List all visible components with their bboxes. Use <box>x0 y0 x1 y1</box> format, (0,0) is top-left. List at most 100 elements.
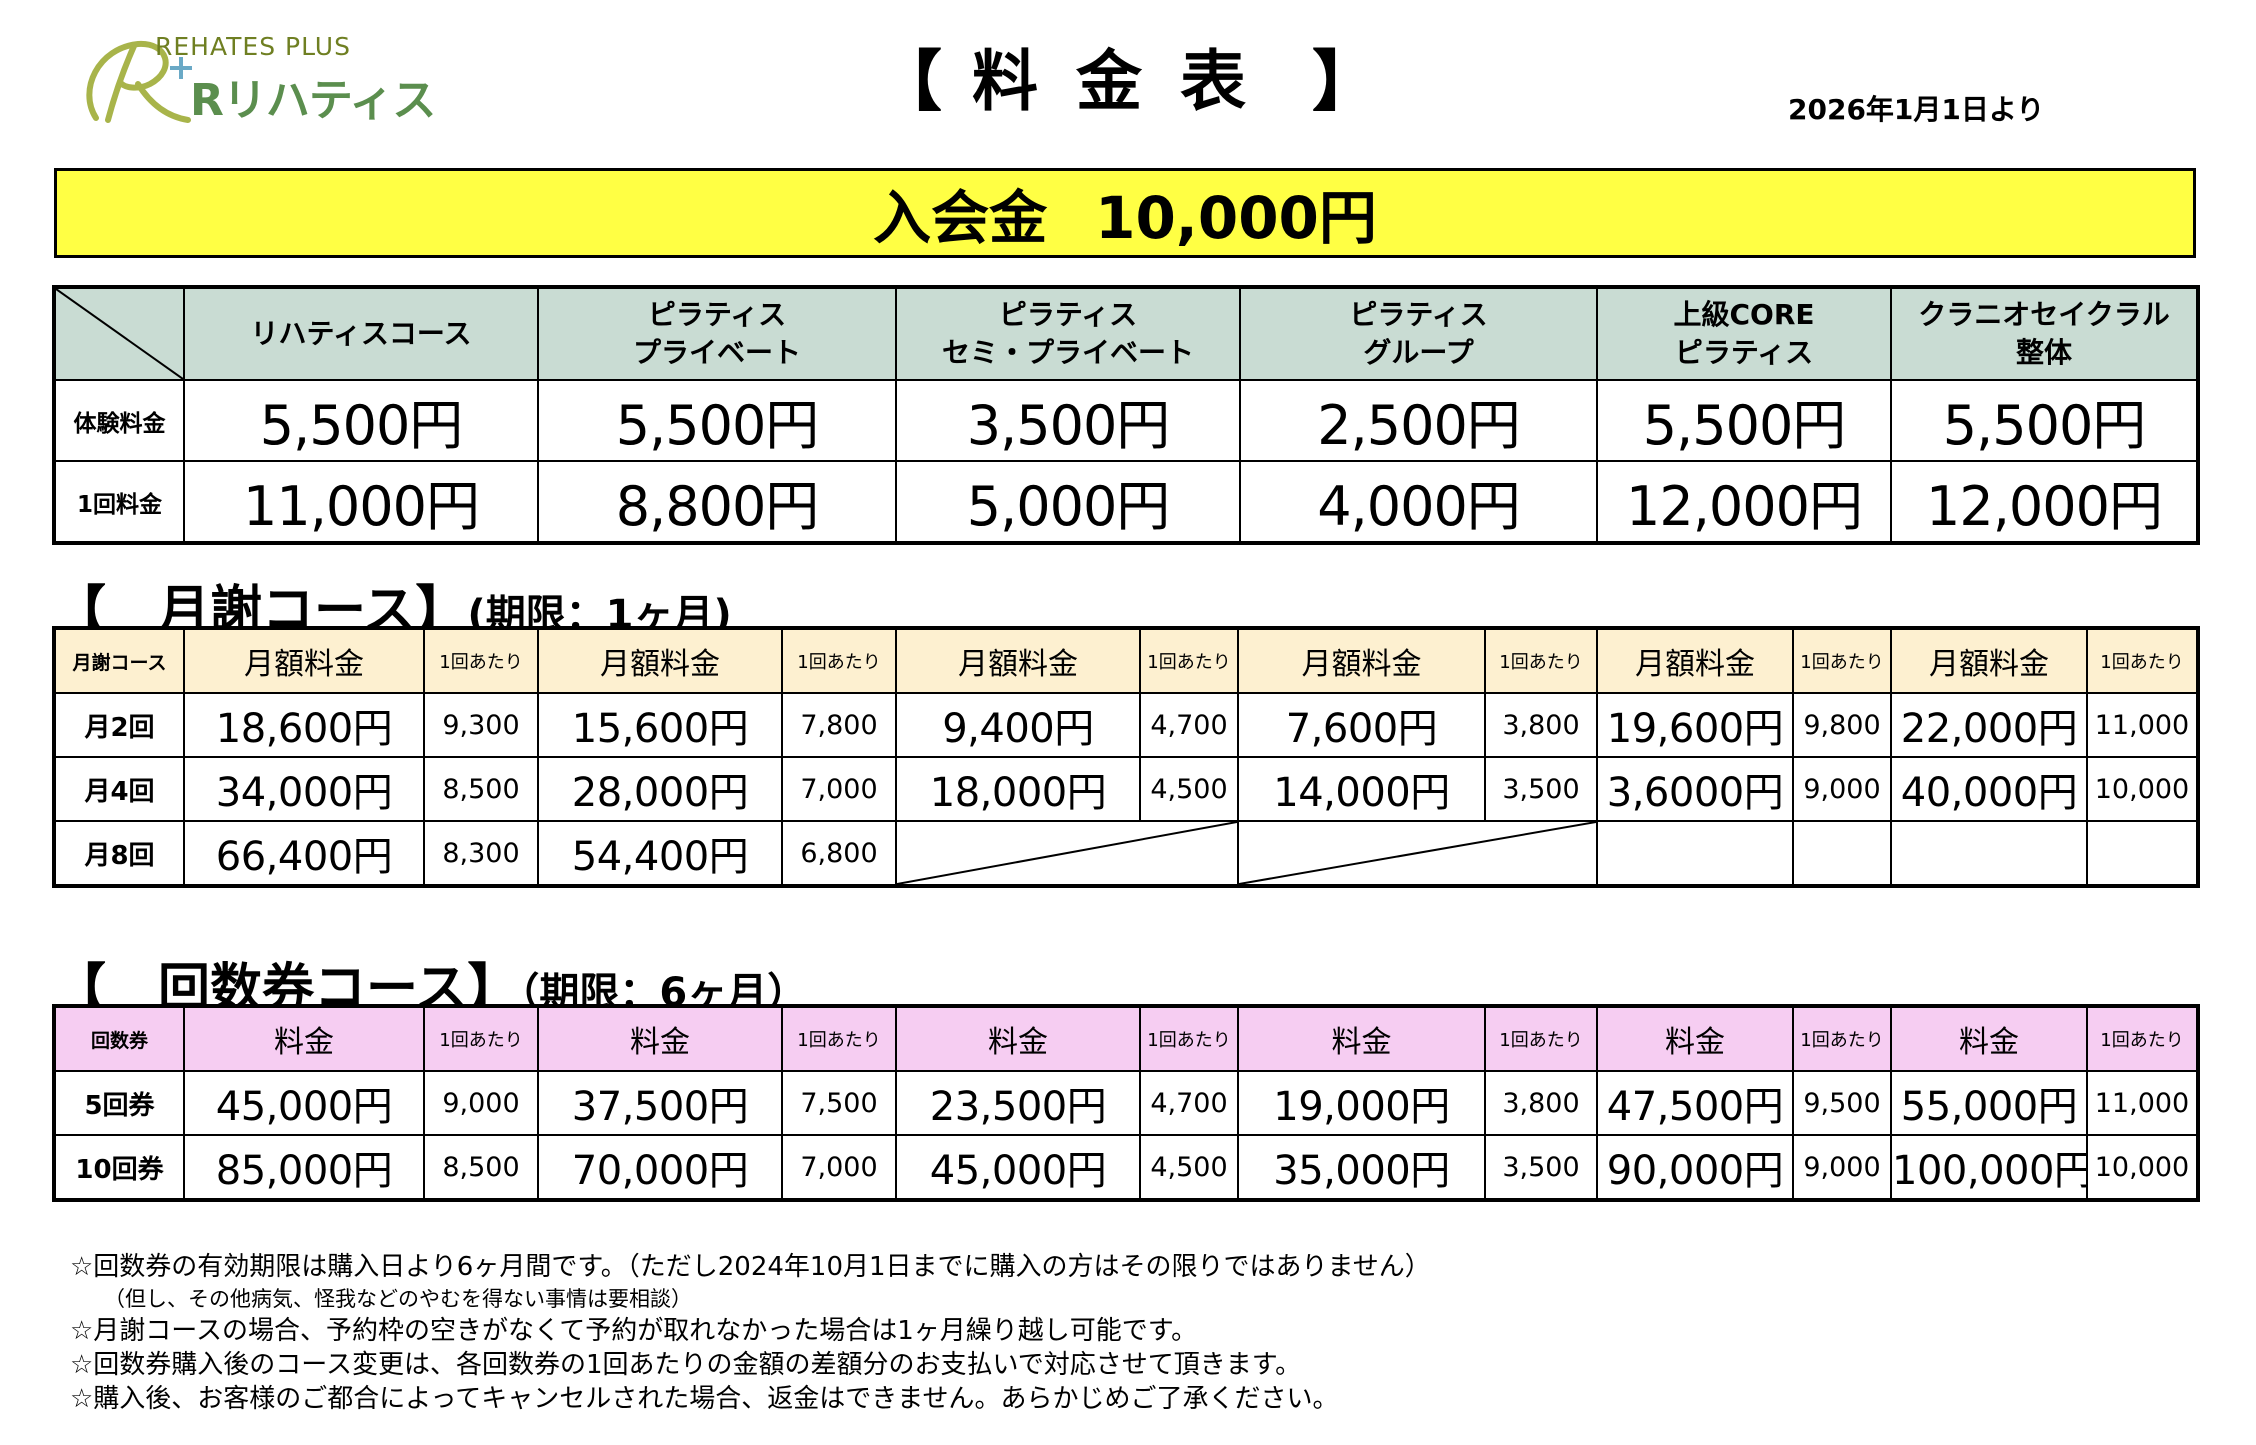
table-header-row: 回数券 料金 1回あたり 料金 1回あたり 料金 1回あたり 料金 1回あたり 料金 1回あたり 料金… <box>54 1006 2198 1072</box>
price-cell: 8,800円 <box>537 460 897 543</box>
per-session-cell: 3,800 <box>1484 692 1598 758</box>
note-line: ☆月謝コースの場合、予約枠の空きがなくて予約が取れなかった場合は1ヶ月繰り越し可… <box>70 1316 1198 1346</box>
price-cell: 2,500円 <box>1239 379 1598 462</box>
course-header: 上級CORE ピラティス <box>1596 287 1892 381</box>
price-header: 月額料金 <box>1237 628 1486 694</box>
row-label: 10回券 <box>54 1134 185 1200</box>
per-session-header: 1回あたり <box>781 628 897 694</box>
logo-name: Rリハティス <box>190 75 436 126</box>
logo-icon <box>86 40 192 123</box>
price-header: 月額料金 <box>537 628 783 694</box>
row-label: 月2回 <box>54 692 185 758</box>
corner-cell <box>54 287 185 381</box>
note-line: ☆購入後、お客様のご都合によってキャンセルされた場合、返金はできません。あらかじ… <box>70 1384 1339 1414</box>
per-session-cell: 7,500 <box>781 1070 897 1136</box>
price-header: 料金 <box>183 1006 425 1072</box>
price-header: 月額料金 <box>183 628 425 694</box>
price-cell: 3,500円 <box>895 379 1241 462</box>
header-label: 月謝コース <box>54 628 185 694</box>
course-header: ピラティス グループ <box>1239 287 1598 381</box>
per-session-cell: 10,000 <box>2086 756 2198 822</box>
price-cell: 12,000円 <box>1596 460 1892 543</box>
logo-tagline: REHATES PLUS <box>155 32 351 61</box>
price-cell: 5,500円 <box>1596 379 1892 462</box>
per-session-cell: 7,000 <box>781 1134 897 1200</box>
price-cell: 5,500円 <box>1890 379 2198 462</box>
diagonal-line-icon <box>897 822 1237 884</box>
price-header: 月額料金 <box>1890 628 2088 694</box>
page-title: 【料金表】 <box>0 28 2256 124</box>
price-cell: 28,000円 <box>537 756 783 822</box>
price-cell: 5,500円 <box>183 379 539 462</box>
title-text: 料金表 <box>972 43 1284 120</box>
price-cell: 34,000円 <box>183 756 425 822</box>
per-session-header: 1回あたり <box>2086 628 2198 694</box>
table-row: 1回料金 11,000円 8,800円 5,000円 4,000円 12,000… <box>54 460 2198 543</box>
price-cell: 5,000円 <box>895 460 1241 543</box>
per-session-header: 1回あたり <box>781 1006 897 1072</box>
price-cell: 7,600円 <box>1237 692 1486 758</box>
price-cell: 45,000円 <box>895 1134 1141 1200</box>
price-cell: 5,500円 <box>537 379 897 462</box>
row-label: 月8回 <box>54 820 185 886</box>
note-line: （但し、その他病気、怪我などのやむを得ない事情は要相談） <box>104 1287 692 1311</box>
per-session-header: 1回あたり <box>2086 1006 2198 1072</box>
price-header: 料金 <box>537 1006 783 1072</box>
table-row: 10回券 85,000円 8,500 70,000円 7,000 45,000円 4,500… <box>54 1134 2198 1200</box>
price-cell: 22,000円 <box>1890 692 2088 758</box>
title-bracket-right: 】 <box>1312 43 1380 120</box>
per-session-cell: 4,700 <box>1139 692 1239 758</box>
price-cell: 18,000円 <box>895 756 1141 822</box>
per-session-cell: 11,000 <box>2086 692 2198 758</box>
per-session-cell: 9,000 <box>423 1070 539 1136</box>
price-cell: 12,000円 <box>1890 460 2198 543</box>
diagonal-line-icon <box>56 289 183 379</box>
per-session-cell: 4,700 <box>1139 1070 1239 1136</box>
price-cell: 54,400円 <box>537 820 783 886</box>
empty-cell <box>1596 820 1794 886</box>
price-cell: 19,600円 <box>1596 692 1794 758</box>
per-session-cell: 9,000 <box>1792 756 1892 822</box>
price-header: 料金 <box>1890 1006 2088 1072</box>
per-session-cell: 9,800 <box>1792 692 1892 758</box>
empty-cell <box>2086 820 2198 886</box>
per-session-cell: 3,800 <box>1484 1070 1598 1136</box>
per-session-cell: 4,500 <box>1139 756 1239 822</box>
empty-cell <box>895 820 1239 886</box>
per-session-header: 1回あたり <box>1139 628 1239 694</box>
entry-fee-banner: 入会金 10,000円 <box>54 168 2196 258</box>
header-label: 回数券 <box>54 1006 185 1072</box>
note-line: ☆回数券の有効期限は購入日より6ヶ月間です。（ただし2024年10月1日までに購… <box>70 1252 1431 1282</box>
per-session-cell: 9,300 <box>423 692 539 758</box>
table-row: 体験料金 5,500円 5,500円 3,500円 2,500円 5,500円 … <box>54 379 2198 462</box>
ticket-price-table: 回数券 料金 1回あたり 料金 1回あたり 料金 1回あたり 料金 1回あたり 料金 1回あたり 料金… <box>52 1004 2200 1202</box>
per-session-header: 1回あたり <box>1139 1006 1239 1072</box>
price-cell: 23,500円 <box>895 1070 1141 1136</box>
effective-date: 2026年1月1日より <box>1788 93 2045 126</box>
per-session-cell: 8,500 <box>423 1134 539 1200</box>
price-cell: 45,000円 <box>183 1070 425 1136</box>
price-header: 料金 <box>895 1006 1141 1072</box>
price-cell: 4,000円 <box>1239 460 1598 543</box>
per-session-header: 1回あたり <box>423 628 539 694</box>
per-session-cell: 3,500 <box>1484 756 1598 822</box>
price-cell: 90,000円 <box>1596 1134 1794 1200</box>
price-header: 料金 <box>1237 1006 1486 1072</box>
course-header: ピラティス セミ・プライベート <box>895 287 1241 381</box>
price-cell: 3,6000円 <box>1596 756 1794 822</box>
diagonal-line-icon <box>1239 822 1596 884</box>
per-session-header: 1回あたり <box>1792 628 1892 694</box>
price-cell: 19,000円 <box>1237 1070 1486 1136</box>
price-header: 月額料金 <box>895 628 1141 694</box>
per-session-cell: 11,000 <box>2086 1070 2198 1136</box>
price-cell: 14,000円 <box>1237 756 1486 822</box>
per-session-header: 1回あたり <box>1792 1006 1892 1072</box>
per-session-header: 1回あたり <box>1484 628 1598 694</box>
price-cell: 55,000円 <box>1890 1070 2088 1136</box>
per-session-cell: 7,000 <box>781 756 897 822</box>
empty-cell <box>1890 820 2088 886</box>
price-cell: 15,600円 <box>537 692 783 758</box>
table-row: 月2回 18,600円 9,300 15,600円 7,800 9,400円 4,700 7,… <box>54 692 2198 758</box>
notes-block: ☆回数券の有効期限は購入日より6ヶ月間です。（ただし2024年10月1日までに購… <box>70 1250 1431 1416</box>
table-row: 月8回 66,400円 8,300 54,400円 6,800 <box>54 820 2198 886</box>
